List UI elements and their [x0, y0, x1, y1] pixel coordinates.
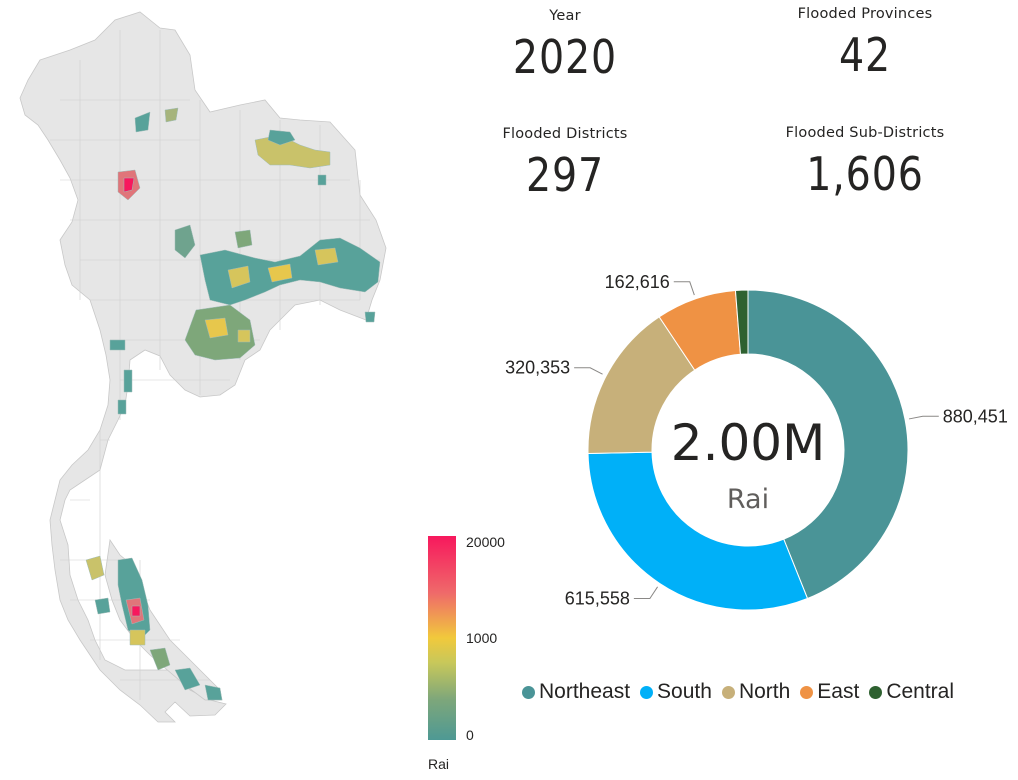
- donut-center-value: 2.00M: [671, 414, 825, 472]
- legend-dot-icon: [522, 685, 535, 699]
- donut-slices: [587, 289, 909, 611]
- kpi-year-card: Year 2020: [450, 8, 680, 84]
- kpi-year-value: 2020: [512, 30, 618, 84]
- legend-item-northeast[interactable]: Northeast: [522, 680, 630, 704]
- kpi-provinces-label: Flooded Provinces: [797, 6, 933, 22]
- legend-label: Central: [886, 680, 955, 703]
- kpi-districts-card: Flooded Districts 297: [450, 126, 680, 202]
- donut-label-northeast: 880,451: [943, 406, 1008, 426]
- legend-dot-icon: [640, 685, 654, 699]
- donut-labels: 880,451 615,558 320,353 162,616: [505, 272, 1008, 609]
- legend-item-south[interactable]: South: [640, 680, 712, 704]
- map-scale-mid-label: 1000: [466, 630, 498, 646]
- donut-label-south: 615,558: [565, 589, 630, 609]
- map-base: [19, 11, 387, 723]
- legend-dot-icon: [721, 685, 735, 699]
- legend-item-east[interactable]: East: [800, 680, 859, 704]
- donut-slice-south[interactable]: [587, 451, 809, 611]
- donut-legend: Northeast South North East Central: [522, 680, 954, 704]
- kpi-provinces-card: Flooded Provinces 42: [750, 6, 980, 82]
- kpi-districts-value: 297: [525, 148, 605, 202]
- donut-label-east: 162,616: [605, 272, 670, 292]
- kpi-districts-label: Flooded Districts: [502, 126, 628, 142]
- donut-leader-south: [633, 586, 659, 600]
- kpi-subdistricts-card: Flooded Sub-Districts 1,606: [750, 125, 980, 201]
- legend-item-central[interactable]: Central: [869, 680, 954, 704]
- kpi-provinces-value: 42: [838, 28, 892, 82]
- donut-leader-northeast: [908, 415, 939, 420]
- map-scale-max-label: 20000: [466, 534, 505, 550]
- region-donut-chart: 880,451 615,558 320,353 162,616 2.00M Rai: [505, 272, 1008, 611]
- map-scale-title: Rai: [428, 756, 450, 772]
- legend-label: North: [738, 680, 791, 703]
- kpi-year-label: Year: [549, 8, 581, 24]
- donut-slice-northeast[interactable]: [747, 289, 909, 600]
- legend-label: East: [817, 680, 860, 703]
- legend-item-north[interactable]: North: [721, 680, 791, 704]
- legend-label: South: [657, 680, 712, 703]
- legend-dot-icon: [800, 685, 814, 699]
- map-color-scale: [428, 536, 456, 740]
- map-region-mainland: [19, 11, 387, 723]
- thailand-flood-map: [19, 11, 387, 723]
- kpi-subdistricts-value: 1,606: [806, 147, 924, 201]
- kpi-subdistricts-label: Flooded Sub-Districts: [785, 125, 945, 141]
- legend-label: Northeast: [539, 680, 631, 703]
- legend-dot-icon: [869, 685, 883, 699]
- donut-slice-central[interactable]: [734, 289, 749, 355]
- map-scale-min-label: 0: [466, 727, 474, 743]
- donut-center-unit: Rai: [727, 484, 769, 515]
- donut-label-north: 320,353: [505, 358, 570, 378]
- donut-leader-east: [673, 281, 695, 296]
- map-flooded-areas: [85, 107, 381, 701]
- donut-leader-north: [574, 367, 603, 375]
